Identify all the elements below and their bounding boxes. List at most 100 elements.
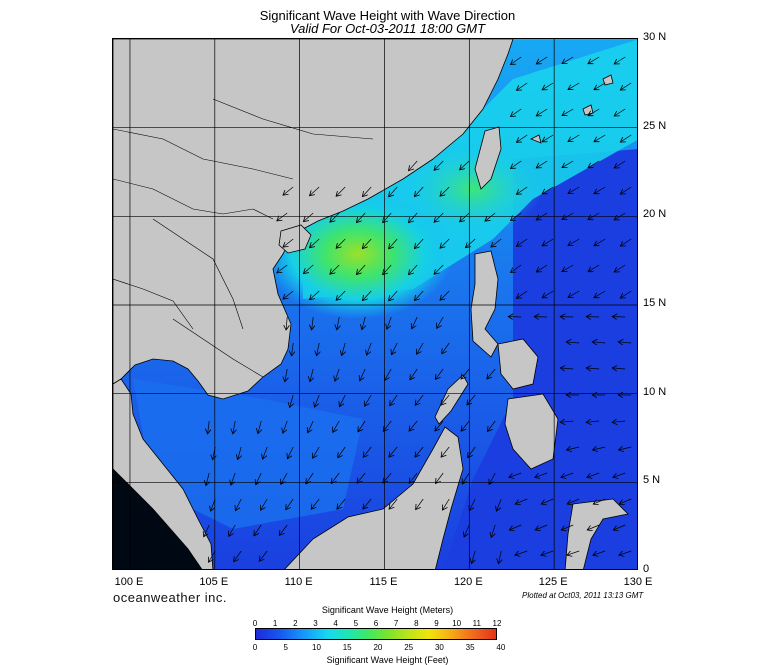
wave-direction-arrow <box>620 134 632 142</box>
wave-direction-arrow <box>339 394 346 407</box>
wave-direction-arrow <box>562 56 574 64</box>
graticule <box>113 39 637 569</box>
wave-direction-arrow <box>536 160 548 168</box>
wave-direction-arrow <box>415 446 424 457</box>
wave-direction-arrow <box>389 446 398 457</box>
latitude-label: 0 <box>643 563 650 575</box>
longitude-label: 130 E <box>623 576 653 588</box>
wave-direction-arrow <box>469 498 476 511</box>
colorbar-title-feet: Significant Wave Height (Feet) <box>326 655 449 665</box>
wave-direction-arrow <box>515 550 528 555</box>
wave-direction-arrow <box>435 420 444 431</box>
map-subtitle: Valid For Oct-03-2011 18:00 GMT <box>289 21 486 36</box>
wave-direction-arrow <box>234 550 242 562</box>
wave-direction-arrow <box>485 212 496 221</box>
wave-direction-arrow <box>330 264 340 274</box>
colorbar-meter-tick: 0 <box>252 619 258 628</box>
wave-direction-arrow <box>541 550 554 555</box>
wave-direction-arrow <box>357 472 366 483</box>
wave-direction-arrow <box>491 238 502 247</box>
wave-direction-arrow <box>287 446 294 459</box>
wave-direction-arrow <box>436 472 444 484</box>
wave-direction-arrow <box>511 160 522 169</box>
wave-direction-arrow <box>536 108 548 116</box>
wave-direction-arrow <box>283 186 294 195</box>
wave-direction-arrow <box>292 342 294 356</box>
wave-direction-arrow <box>588 108 600 116</box>
wave-direction-arrow <box>468 446 476 458</box>
wave-direction-arrow <box>213 446 216 460</box>
wave-direction-arrow <box>515 498 528 504</box>
colorbar-title-meters: Significant Wave Height (Meters) <box>321 605 454 615</box>
wave-direction-arrow <box>311 498 320 509</box>
wave-direction-arrow <box>281 472 288 484</box>
wave-direction-arrow <box>279 524 288 535</box>
wave-direction-arrow <box>283 238 294 247</box>
wave-direction-arrow <box>358 420 366 432</box>
wave-direction-arrow <box>256 472 262 485</box>
colorbar-meter-tick: 6 <box>373 619 379 628</box>
land-layer <box>113 39 629 569</box>
wave-direction-arrow <box>619 498 632 504</box>
wave-direction-arrow <box>562 160 574 168</box>
wave-direction-arrow <box>434 264 444 274</box>
wave-direction-arrow <box>614 212 626 220</box>
wave-direction-arrow <box>336 290 346 300</box>
wave-direction-arrow <box>338 446 346 458</box>
wave-direction-arrow <box>562 212 574 220</box>
wave-direction-arrow <box>488 420 496 432</box>
colorbar-feet-tick: 15 <box>342 643 352 652</box>
wave-direction-arrow <box>409 420 418 431</box>
wave-direction-arrow <box>362 186 372 197</box>
wave-direction-arrow <box>258 420 261 434</box>
wave-direction-arrow <box>614 56 626 64</box>
wave-direction-arrow <box>209 550 216 562</box>
wave-direction-arrow <box>614 160 626 168</box>
wave-direction-arrow <box>542 238 554 246</box>
wave-direction-arrow <box>336 186 346 196</box>
wave-direction-arrow <box>383 472 392 483</box>
wave-direction-arrow <box>588 212 600 220</box>
wave-direction-arrow <box>620 290 632 298</box>
wave-direction-arrow <box>594 290 606 298</box>
wave-direction-arrow <box>312 316 314 330</box>
wave-direction-arrow <box>464 524 470 537</box>
wave-direction-arrow <box>385 368 392 380</box>
wave-direction-arrow <box>593 447 606 450</box>
wave-direction-arrow <box>310 186 320 196</box>
wave-direction-arrow <box>489 472 496 485</box>
wave-direction-arrow <box>586 421 600 422</box>
latitude-label: 20 N <box>643 208 667 221</box>
luzon-island <box>470 250 499 358</box>
longitude-label: 110 E <box>284 576 313 588</box>
wave-direction-arrow <box>333 420 340 432</box>
wave-direction-arrow <box>238 446 242 460</box>
wave-direction-arrow <box>511 108 522 117</box>
wave-direction-arrow <box>511 264 522 273</box>
wave-direction-arrow <box>415 394 424 405</box>
colorbar-meter-tick: 8 <box>414 619 419 628</box>
wave-direction-arrow <box>541 498 554 504</box>
wave-direction-arrow <box>516 134 528 142</box>
wave-direction-arrow <box>417 342 424 354</box>
wave-direction-arrow <box>535 524 548 530</box>
wave-direction-arrow <box>410 368 418 380</box>
wave-direction-arrow <box>440 290 450 300</box>
wave-map <box>112 38 638 570</box>
wave-direction-arrow <box>306 472 314 484</box>
wave-direction-arrow <box>472 550 476 564</box>
wave-direction-arrow <box>414 238 424 249</box>
wave-direction-arrow <box>620 238 632 246</box>
wave-direction-arrow <box>491 524 495 537</box>
wave-direction-arrow <box>612 421 626 422</box>
wave-direction-arrow <box>363 446 372 457</box>
wave-direction-arrow <box>466 238 476 248</box>
wave-direction-arrow <box>487 368 496 379</box>
wave-direction-arrow <box>310 238 320 248</box>
wave-direction-arrow <box>330 212 340 222</box>
wave-direction-arrow <box>435 368 444 379</box>
borneo-island <box>284 426 464 569</box>
wave-direction-arrow <box>387 316 392 329</box>
wave-direction-arrow <box>335 368 340 381</box>
wave-direction-arrow <box>409 212 418 223</box>
